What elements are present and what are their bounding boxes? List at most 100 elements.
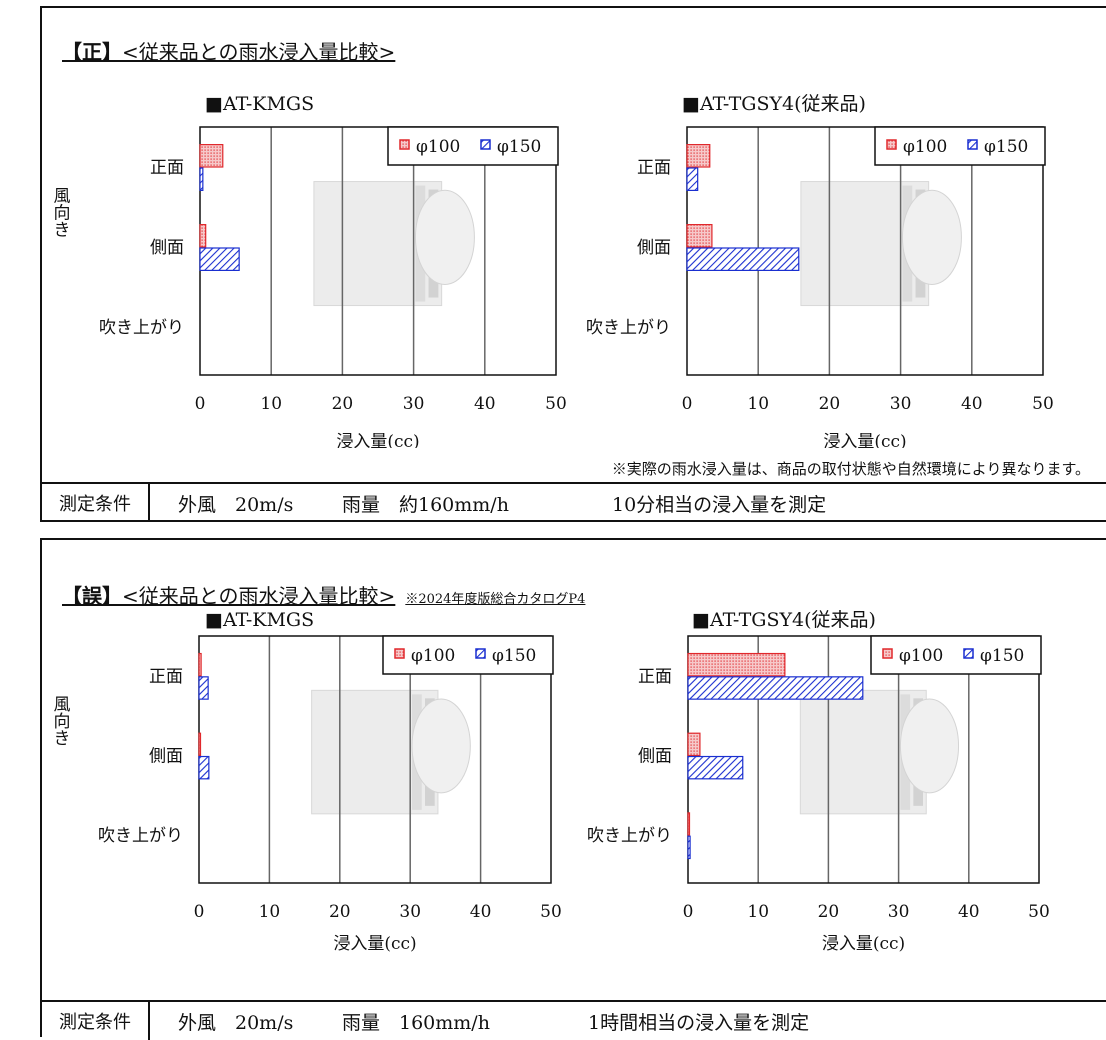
y-group-label-char: 風 [54, 695, 71, 715]
panel-heading: 【誤】<従来品との雨水浸入量比較> ※2024年度版総合カタログP4 [62, 580, 585, 609]
bar-phi100 [199, 144, 224, 168]
legend-label-phi100: φ100 [899, 646, 943, 666]
x-axis-label: 浸入量(cc) [336, 432, 419, 448]
category-label: 吹き上がり [586, 318, 671, 338]
y-group-label-char: 向 [54, 203, 71, 223]
legend-label-phi100: φ100 [903, 137, 947, 157]
product-image-flange [901, 189, 962, 285]
category-label: 吹き上がり [99, 318, 184, 338]
heading-note: ※2024年度版総合カタログP4 [405, 592, 586, 607]
condition-rain: 雨量 約160mm/h [342, 493, 509, 516]
x-tick-label: 10 [259, 902, 281, 922]
chart-title: ■AT-TGSY4(従来品) [692, 609, 876, 631]
comparison-panel-correct: 【正】<従来品との雨水浸入量比較> ■AT-KMGS 正面側面吹き上がり 風向き 0 1… [40, 6, 1106, 522]
x-tick-label: 30 [399, 902, 421, 922]
chart-title: ■AT-TGSY4(従来品) [682, 93, 866, 115]
legend-swatch-phi150 [967, 139, 978, 150]
legend-swatch-phi150 [480, 139, 491, 150]
chart-title: ■AT-KMGS [205, 93, 314, 115]
legend-box [870, 635, 1042, 675]
x-tick-label: 40 [961, 394, 983, 414]
bar-phi150 [199, 167, 204, 191]
bar-phi100 [198, 732, 202, 757]
legend-box [874, 126, 1046, 166]
panel-heading: 【正】<従来品との雨水浸入量比較> [62, 36, 395, 65]
bar-phi150 [198, 755, 210, 780]
bar-phi100 [686, 144, 711, 168]
condition-measure: 10分相当の浸入量を測定 [612, 493, 827, 516]
bar-phi150 [687, 676, 864, 700]
legend-swatch-phi100 [882, 648, 893, 659]
y-group-label: 風向き [54, 695, 71, 749]
x-tick-label: 30 [888, 902, 910, 922]
legend-label-phi150: φ150 [984, 137, 1028, 157]
category-label: 吹き上がり [587, 826, 672, 846]
x-tick-label: 10 [747, 394, 769, 414]
x-tick-label: 0 [682, 394, 693, 414]
measurement-conditions-row: 測定条件 外風 20m/s 雨量 160mm/h 1時間相当の浸入量を測定 [42, 1000, 1106, 1040]
x-tick-label: 50 [1032, 394, 1054, 414]
legend-box [387, 126, 559, 166]
bar-phi150 [686, 247, 800, 271]
x-tick-label: 10 [747, 902, 769, 922]
legend-swatch-phi100 [394, 648, 405, 659]
x-tick-label: 0 [194, 902, 205, 922]
heading-text: <従来品との雨水浸入量比較> [122, 40, 396, 64]
legend-swatch-phi150 [963, 648, 974, 659]
x-tick-label: 40 [470, 902, 492, 922]
y-group-label: 風向き [54, 186, 71, 240]
bar-phi150 [686, 167, 699, 191]
comparison-panel-wrong: 【誤】<従来品との雨水浸入量比較> ※2024年度版総合カタログP4 ■AT-KM… [40, 538, 1106, 1040]
x-tick-label: 20 [329, 902, 351, 922]
legend-swatch-phi150 [475, 648, 486, 659]
legend-swatch-phi100 [399, 139, 410, 150]
legend-label-phi150: φ150 [492, 646, 536, 666]
x-tick-label: 50 [1028, 902, 1050, 922]
x-tick-label: 20 [818, 902, 840, 922]
x-tick-label: 50 [540, 902, 562, 922]
condition-measure: 1時間相当の浸入量を測定 [588, 1011, 810, 1034]
x-axis-label: 浸入量(cc) [333, 934, 416, 954]
product-image-flange [414, 189, 475, 285]
category-label: 側面 [637, 238, 671, 258]
y-group-label-char: 向 [54, 712, 71, 732]
bar-phi100 [686, 224, 713, 248]
y-group-label-char: き [54, 729, 71, 749]
condition-wind: 外風 20m/s [178, 1011, 294, 1034]
x-tick-label: 50 [545, 394, 567, 414]
category-label: 側面 [638, 747, 672, 767]
bar-phi100 [198, 652, 202, 677]
legend-label-phi100: φ100 [416, 137, 460, 157]
x-axis-label: 浸入量(cc) [823, 432, 906, 448]
bar-phi150 [687, 835, 691, 860]
legend-label-phi150: φ150 [497, 137, 541, 157]
heading-text: <従来品との雨水浸入量比較> [122, 584, 396, 608]
x-tick-label: 0 [195, 394, 206, 414]
category-label: 正面 [150, 158, 184, 178]
category-label: 側面 [150, 238, 184, 258]
y-group-label-char: き [54, 220, 71, 240]
condition-label: 測定条件 [42, 484, 150, 522]
category-label: 正面 [149, 667, 183, 687]
bar-phi100 [687, 812, 691, 836]
chart-title: ■AT-KMGS [205, 609, 314, 631]
x-tick-label: 10 [260, 394, 282, 414]
x-tick-label: 30 [403, 394, 425, 414]
legend-label-phi100: φ100 [411, 646, 455, 666]
bar-phi100 [687, 732, 701, 757]
heading-mark: 【正】 [62, 40, 122, 64]
bar-phi150 [199, 247, 240, 271]
category-label: 正面 [637, 158, 671, 178]
legend-swatch-phi100 [886, 139, 897, 150]
measurement-conditions-row: 測定条件 外風 20m/s 雨量 約160mm/h 10分相当の浸入量を測定 [42, 482, 1106, 522]
x-tick-label: 0 [683, 902, 694, 922]
category-label: 吹き上がり [98, 826, 183, 846]
product-image-flange [411, 698, 471, 794]
category-label: 側面 [149, 747, 183, 767]
